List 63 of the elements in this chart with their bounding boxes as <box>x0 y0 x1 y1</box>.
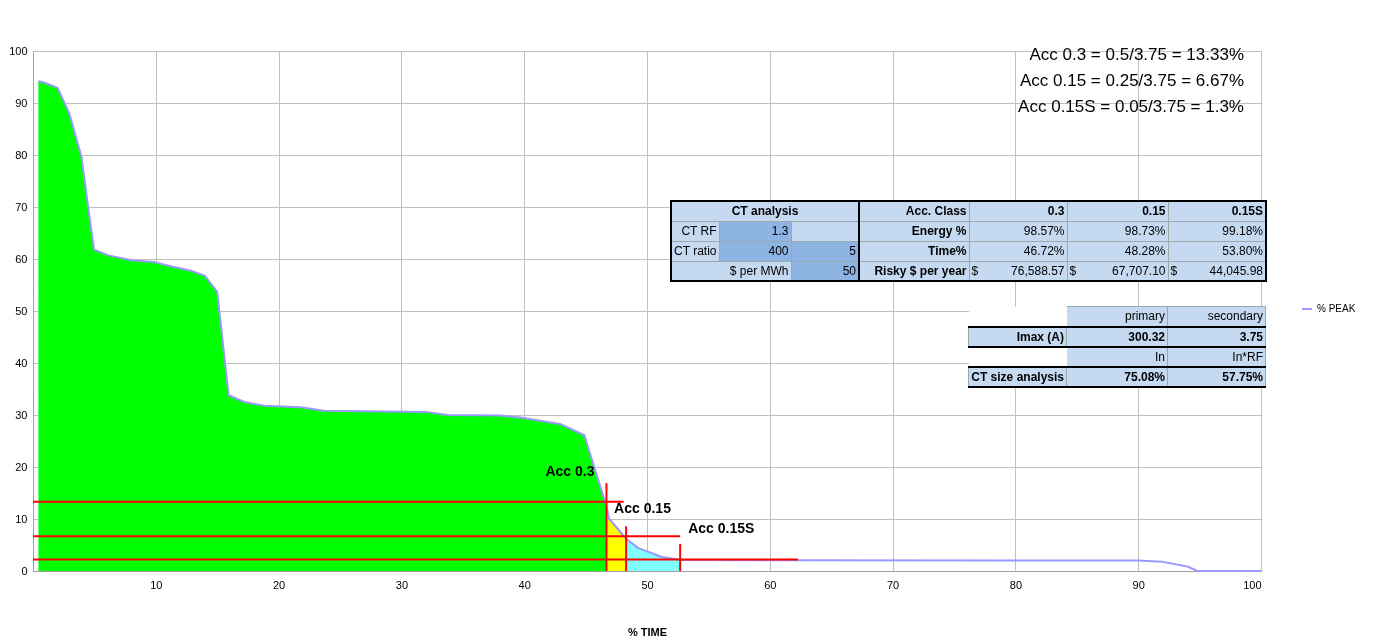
annotation: In <box>1066 346 1168 367</box>
annotation: Imax (A) <box>968 326 1067 347</box>
annotation: 0.15 <box>1067 201 1168 221</box>
y-tick-label: 30 <box>15 408 28 421</box>
annotation: 48.28% <box>1067 241 1168 261</box>
annotation: 50 <box>791 261 859 281</box>
annotation: CT size analysis <box>968 366 1067 387</box>
x-tick-label: 30 <box>395 578 409 591</box>
annotation: Time% <box>859 241 969 261</box>
text: $ 76,588.57 <box>971 263 1065 278</box>
annotation: $ per MWh <box>671 261 791 281</box>
annotation: 57.75% <box>1167 366 1266 387</box>
y-tick-label: 40 <box>15 356 28 369</box>
annotation: Energy % <box>859 221 969 241</box>
x-tick-label: 40 <box>518 578 531 591</box>
annotation: 1.3 <box>719 221 791 241</box>
annotation: 98.73% <box>1067 221 1168 241</box>
annotation: Risky $ per year <box>859 261 969 281</box>
annotation: secondary <box>1167 306 1266 327</box>
x-tick-label: 20 <box>272 578 286 591</box>
annotation: Acc 0.15S <box>688 519 755 536</box>
y-tick-label: 100 <box>9 44 28 57</box>
x-tick-label: 70 <box>886 578 900 591</box>
y-tick-label: 90 <box>15 96 28 109</box>
annotation: Acc 0.3 <box>545 463 595 480</box>
text: $ 67,707.10 <box>1069 263 1166 278</box>
x-tick-label: 100 <box>1243 578 1262 591</box>
annotation: Acc 0.15 = 0.25/3.75 = 6.67% <box>1019 70 1244 92</box>
annotation: 5 <box>791 241 859 261</box>
x-tick-label: 50 <box>641 578 654 591</box>
x-tick-label: 80 <box>1009 578 1023 591</box>
x-axis-title: % TIME <box>627 625 668 638</box>
text: $ 44,045.98 <box>1170 263 1263 278</box>
annotation: Acc. Class <box>859 201 969 221</box>
annotation: Acc 0.15S = 0.05/3.75 = 1.3% <box>1018 96 1244 118</box>
x-tick-label: 60 <box>764 578 777 591</box>
annotation: CT ratio <box>671 241 719 261</box>
annotation: 98.57% <box>969 221 1067 241</box>
annotation: 99.18% <box>1168 221 1266 241</box>
annotation: 3.75 <box>1167 326 1266 347</box>
y-tick-label: 20 <box>15 460 28 473</box>
y-tick-label: 70 <box>15 200 28 213</box>
annotation: 300.32 <box>1066 326 1168 347</box>
annotation: In*RF <box>1167 346 1266 367</box>
annotation: 0.3 <box>969 201 1067 221</box>
y-tick-label: 0 <box>21 564 28 577</box>
y-tick-label: 60 <box>15 252 28 265</box>
annotation: 0.15S <box>1168 201 1266 221</box>
annotation: Acc 0.3 = 0.5/3.75 = 13.33% <box>1028 44 1244 66</box>
annotation: CT RF <box>671 221 719 241</box>
y-tick-label: 80 <box>15 148 28 161</box>
annotation: 400 <box>719 241 791 261</box>
legend-label: % PEAK <box>1317 303 1356 314</box>
y-tick-label: 50 <box>15 304 28 317</box>
annotation: CT analysis <box>671 201 859 221</box>
annotation: 46.72% <box>969 241 1067 261</box>
annotation: Acc 0.15 <box>614 500 672 517</box>
annotation: 53.80% <box>1168 241 1266 261</box>
x-tick-label: 10 <box>150 578 163 591</box>
y-tick-label: 10 <box>15 512 28 525</box>
annotation: primary <box>1066 306 1168 327</box>
annotation: 75.08% <box>1066 366 1168 387</box>
x-tick-label: 90 <box>1132 578 1145 591</box>
